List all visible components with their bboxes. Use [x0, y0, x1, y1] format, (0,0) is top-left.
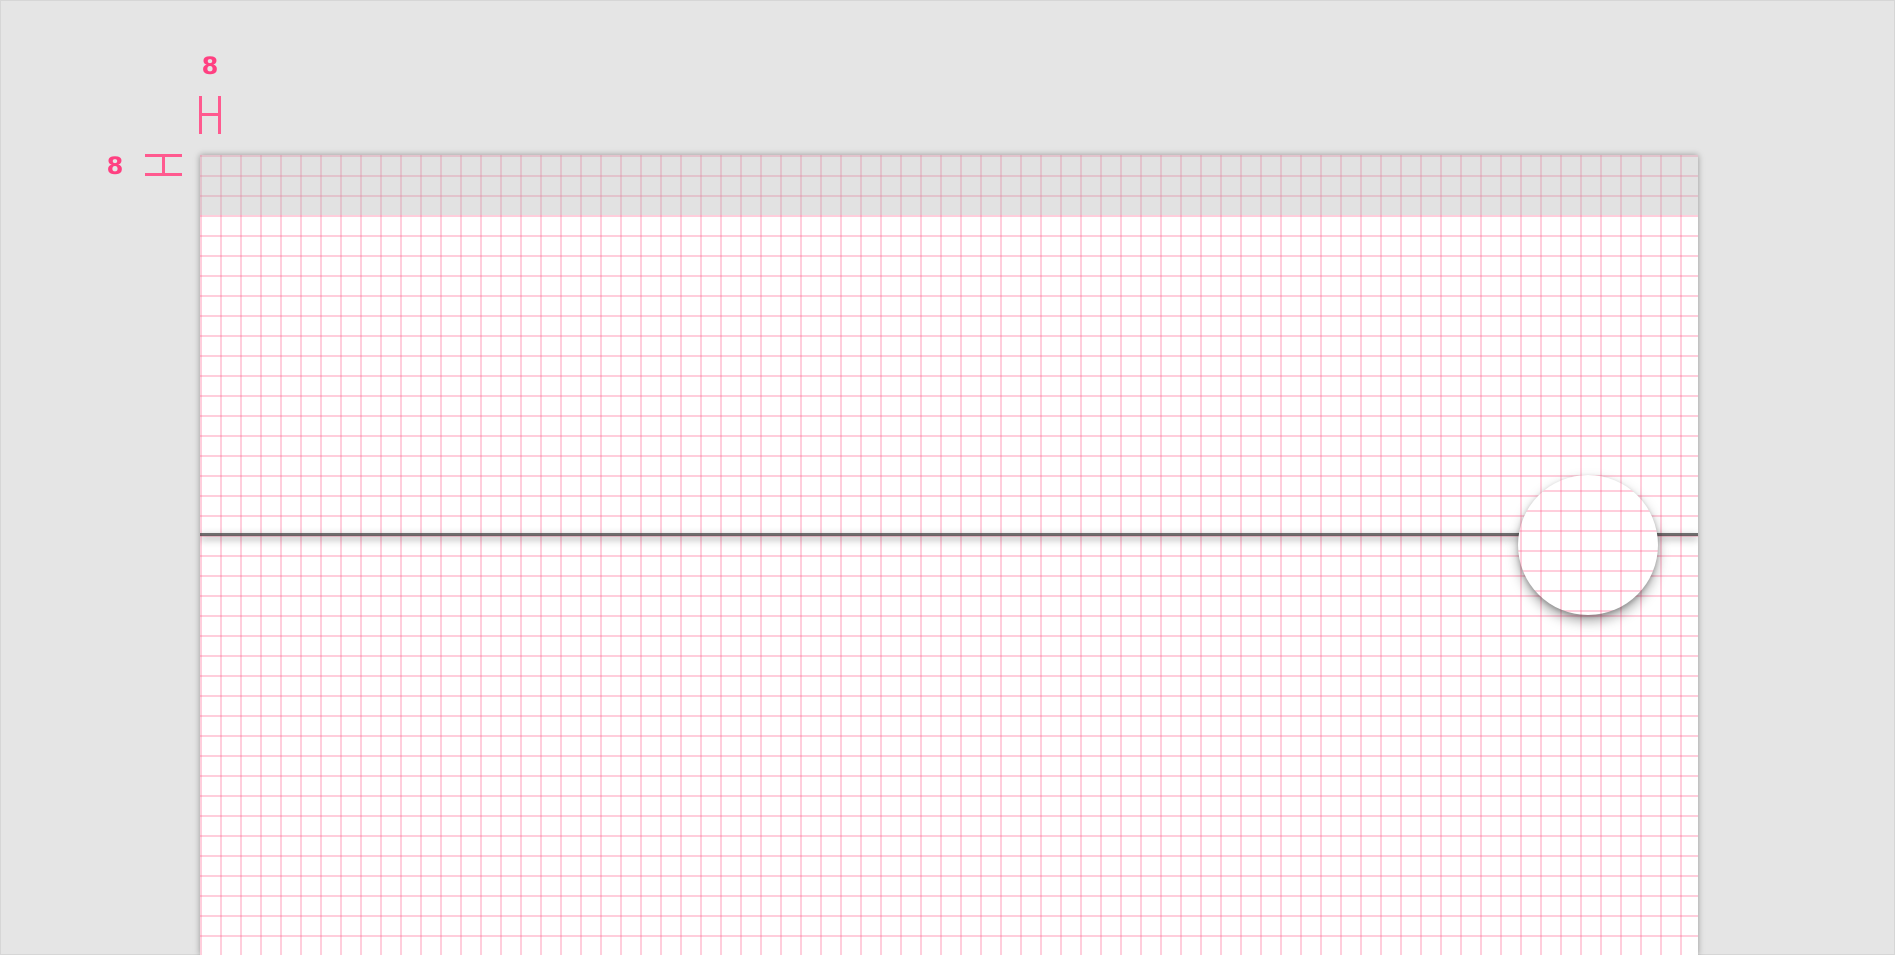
status-bar-region: [200, 155, 1698, 215]
floating-action-button[interactable]: [1518, 475, 1658, 615]
left-spacing-label: 8: [106, 152, 124, 180]
top-spacing-label: 8: [201, 52, 219, 80]
toolbar-edge: [200, 533, 1698, 536]
top-spacing-marker-icon: [199, 96, 221, 134]
left-spacing-marker-icon: [145, 154, 182, 176]
device-keyline-grid: [200, 155, 1698, 955]
